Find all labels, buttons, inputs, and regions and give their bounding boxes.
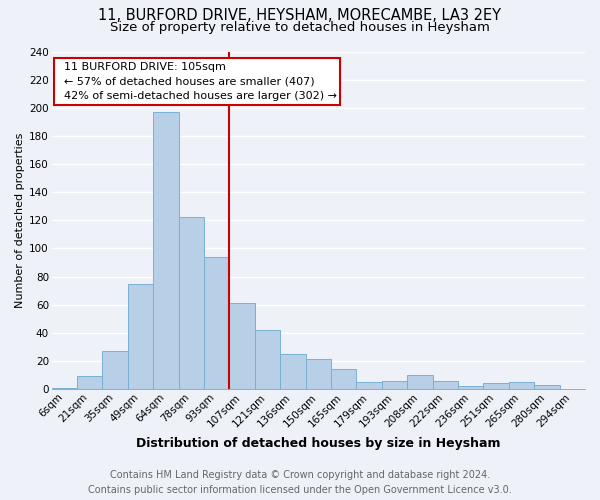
Bar <box>153 112 179 389</box>
Text: Size of property relative to detached houses in Heysham: Size of property relative to detached ho… <box>110 21 490 34</box>
Bar <box>382 380 407 389</box>
Text: 11 BURFORD DRIVE: 105sqm
  ← 57% of detached houses are smaller (407)
  42% of s: 11 BURFORD DRIVE: 105sqm ← 57% of detach… <box>57 62 337 101</box>
Bar <box>331 370 356 389</box>
Text: Contains HM Land Registry data © Crown copyright and database right 2024.
Contai: Contains HM Land Registry data © Crown c… <box>88 470 512 495</box>
Bar <box>77 376 103 389</box>
Bar <box>534 385 560 389</box>
Bar <box>305 360 331 389</box>
Bar <box>204 257 229 389</box>
Bar <box>433 380 458 389</box>
Text: 11, BURFORD DRIVE, HEYSHAM, MORECAMBE, LA3 2EY: 11, BURFORD DRIVE, HEYSHAM, MORECAMBE, L… <box>98 8 502 22</box>
X-axis label: Distribution of detached houses by size in Heysham: Distribution of detached houses by size … <box>136 437 500 450</box>
Bar <box>52 388 77 389</box>
Bar <box>407 375 433 389</box>
Bar <box>103 351 128 389</box>
Bar <box>229 303 255 389</box>
Bar <box>255 330 280 389</box>
Bar <box>356 382 382 389</box>
Bar <box>128 284 153 389</box>
Bar <box>458 386 484 389</box>
Bar <box>179 218 204 389</box>
Bar <box>280 354 305 389</box>
Y-axis label: Number of detached properties: Number of detached properties <box>15 132 25 308</box>
Bar <box>509 382 534 389</box>
Bar <box>484 384 509 389</box>
